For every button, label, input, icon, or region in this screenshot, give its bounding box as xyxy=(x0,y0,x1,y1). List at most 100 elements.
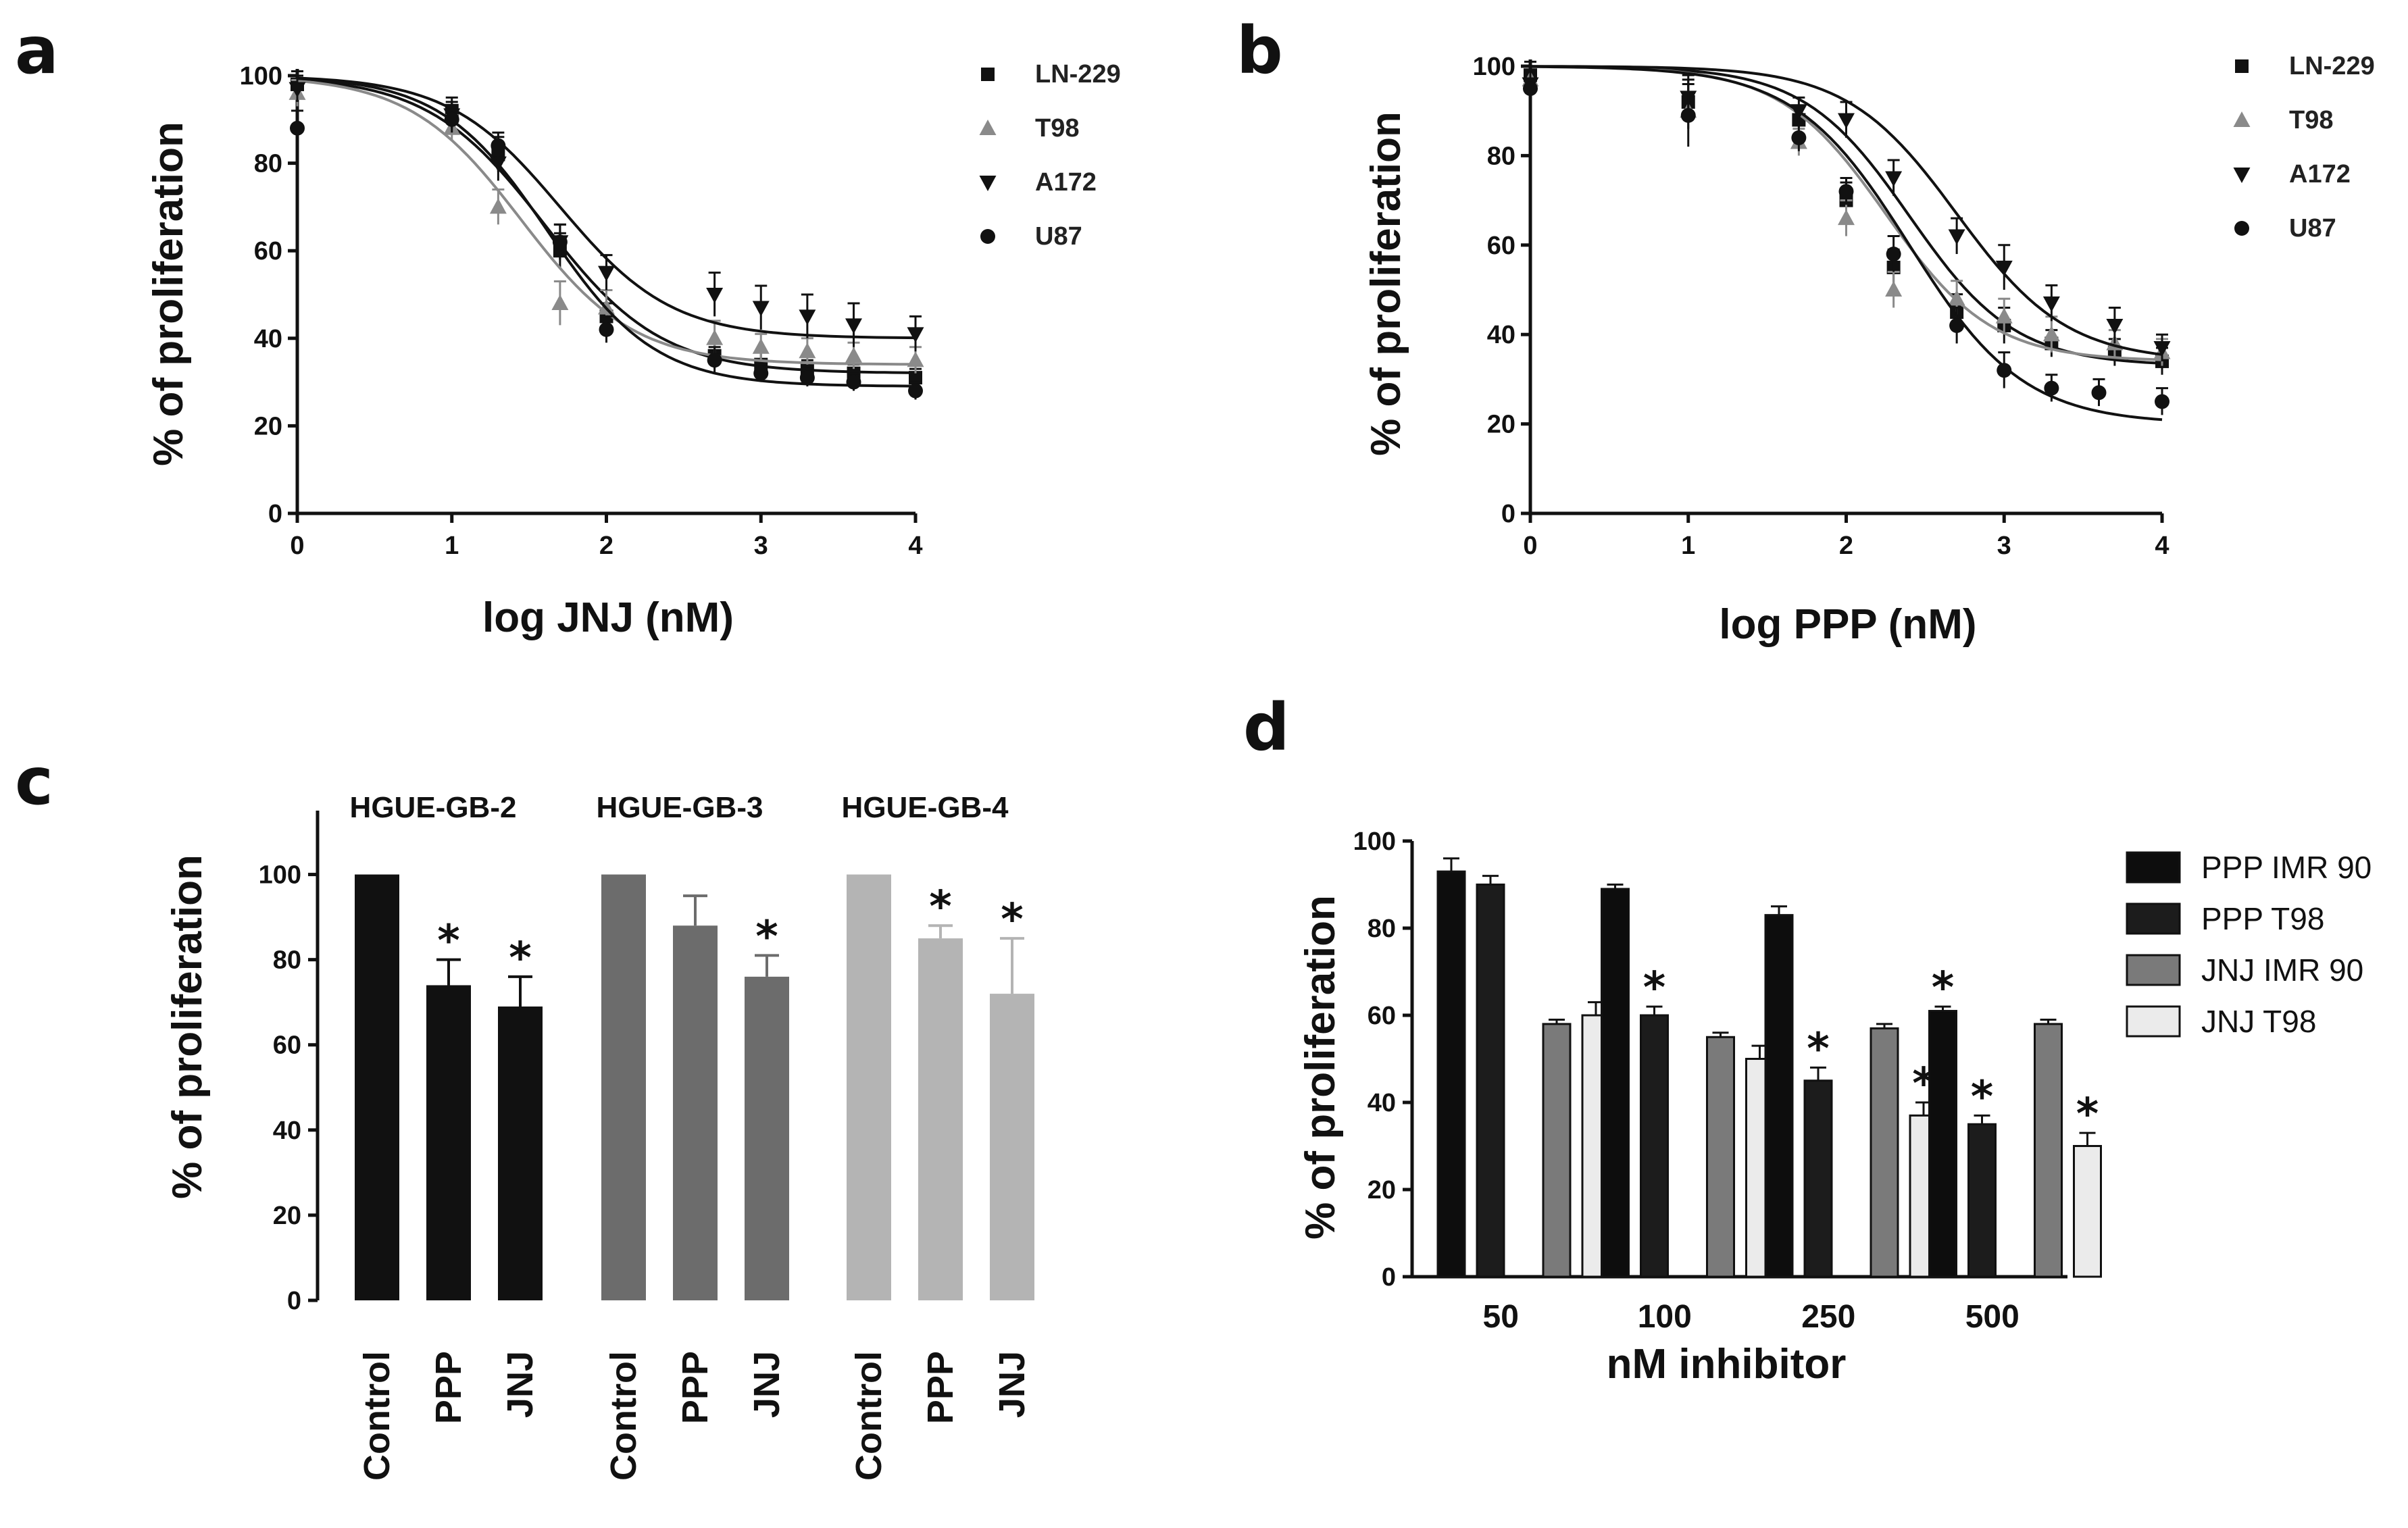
panel-b-x-tick-label: 4 xyxy=(2155,532,2169,560)
panel-a-y-tick-label: 20 xyxy=(254,412,282,440)
panel-b-legend-label-T98: T98 xyxy=(2289,106,2333,134)
panel-b-plot-area: 0 20 40 60 80 100 0 1 2 3 4 LN-229 T98 A172 U87 xyxy=(1473,52,2375,560)
panel-d-bar-PPP T98-100 xyxy=(1640,1014,1669,1278)
panel-c-y-tick-label: 80 xyxy=(273,946,301,975)
panel-a-data-point-U87 xyxy=(290,120,305,136)
panel-c-bar-HGUE-GB-3-PPP xyxy=(673,925,718,1300)
panel-c-significance-star: * xyxy=(509,934,531,984)
panel-c-group-title-0: HGUE-GB-2 xyxy=(350,791,517,824)
panel-a-data-point-A172 xyxy=(706,288,724,303)
panel-a-data-point-U87 xyxy=(552,234,568,250)
panel-a-data-point-T98 xyxy=(752,338,770,354)
panel-c-category-label-PPP: PPP xyxy=(428,1351,469,1424)
panel-c-significance-star: * xyxy=(929,882,951,932)
panel-c-bar-HGUE-GB-2-PPP xyxy=(426,985,471,1300)
panel-c-y-axis-title: % of proliferation xyxy=(164,855,211,1199)
panel-a-x-tick-label: 3 xyxy=(754,532,768,560)
panel-a-legend-label-U87: U87 xyxy=(1035,222,1082,251)
panel-c-bar-HGUE-GB-2-JNJ xyxy=(498,1007,543,1300)
panel-d-bar-JNJ T98-500 xyxy=(2073,1145,2102,1278)
panel-b-legend-marker-T98 xyxy=(2233,111,2251,127)
panel-a-plot-area: 0 20 40 60 80 100 0 1 2 3 4 LN-229 T98 A172 U87 xyxy=(240,60,1121,560)
panel-b-data-point-T98 xyxy=(1838,209,1855,226)
panel-b-data-point-T98 xyxy=(1948,290,1965,306)
panel-b-data-point-U87 xyxy=(1838,184,1854,199)
panel-d-bar-JNJ IMR 90-250 xyxy=(1870,1027,1899,1278)
panel-letter-d: d xyxy=(1243,690,1290,765)
panel-a-y-tick-label: 40 xyxy=(254,325,282,353)
panel-b-data-point-U87 xyxy=(1886,247,1901,262)
panel-d-y-tick-label: 0 xyxy=(1382,1263,1396,1292)
panel-d-legend-swatch-PPP T98 xyxy=(2126,902,2181,935)
panel-a-data-point-A172 xyxy=(598,265,615,282)
panel-b-legend-label-A172: A172 xyxy=(2289,160,2351,188)
panel-c-plot-area: 0 20 40 60 80 100 HGUE-GB-2 Control * PPP * JNJ HGUE… xyxy=(259,791,1034,1481)
panel-d-bar-JNJ IMR 90-50 xyxy=(1542,1023,1572,1278)
panel-c-y-tick-label: 100 xyxy=(259,861,301,890)
panel-d-legend-label-JNJ T98: JNJ T98 xyxy=(2201,1004,2316,1039)
panel-b-x-axis-title: log PPP (nM) xyxy=(1719,601,1976,648)
panel-b-data-point-U87 xyxy=(2155,394,2169,409)
panel-d-significance-star: * xyxy=(1932,963,1954,1013)
panel-letter-a: a xyxy=(15,13,59,88)
panel-d-y-axis-title: % of proliferation xyxy=(1297,895,1344,1240)
panel-a-legend-marker-U87 xyxy=(980,229,995,244)
panel-d-legend-swatch-JNJ T98 xyxy=(2126,1005,2181,1038)
panel-b-data-point-A172 xyxy=(1838,113,1855,129)
panel-d-legend-swatch-PPP IMR 90 xyxy=(2126,851,2181,884)
panel-c-category-label-Control: Control xyxy=(603,1351,644,1481)
panel-d-legend-label-JNJ IMR 90: JNJ IMR 90 xyxy=(2201,952,2363,988)
panel-c-bar-HGUE-GB-3-Control xyxy=(601,874,646,1300)
panel-b-y-tick-label: 40 xyxy=(1487,321,1515,349)
panel-a-data-point-A172 xyxy=(907,327,924,343)
panel-a-y-tick-label: 100 xyxy=(240,62,282,91)
panel-d-bar-PPP IMR 90-250 xyxy=(1764,914,1794,1278)
panel-c-category-label-JNJ: JNJ xyxy=(992,1351,1032,1418)
panel-d-y-tick-label: 40 xyxy=(1368,1089,1396,1117)
panel-c-significance-star: * xyxy=(437,917,459,967)
panel-c-category-label-Control: Control xyxy=(357,1351,397,1481)
panel-b-data-point-U87 xyxy=(1949,317,1965,333)
panel-letter-c: c xyxy=(15,744,53,819)
panel-b-data-point-A172 xyxy=(1995,260,2013,276)
panel-a-legend-marker-T98 xyxy=(979,120,997,135)
panel-a-dose-response-jnj: 0 20 40 60 80 100 0 1 2 3 4 LN-229 T98 A172 U87 log JN… xyxy=(145,60,1121,641)
panel-b-data-point-T98 xyxy=(2042,326,2060,342)
panel-b-data-point-U87 xyxy=(1791,130,1807,145)
panel-b-legend-label-U87: U87 xyxy=(2289,214,2336,243)
panel-a-data-point-U87 xyxy=(908,383,923,399)
panel-a-x-tick-label: 0 xyxy=(290,532,304,560)
panel-a-y-tick-label: 0 xyxy=(268,500,282,528)
panel-c-category-label-JNJ: JNJ xyxy=(747,1351,787,1418)
panel-b-x-tick-label: 1 xyxy=(1681,532,1695,560)
panel-c-bar-HGUE-GB-4-JNJ xyxy=(990,994,1034,1300)
panel-c-y-tick-label: 0 xyxy=(287,1287,301,1315)
panel-c-y-tick-label: 20 xyxy=(273,1202,301,1230)
panel-c-bar-HGUE-GB-4-Control xyxy=(847,874,891,1300)
panel-b-data-point-T98 xyxy=(1885,281,1903,297)
panel-c-y-tick-label: 40 xyxy=(273,1117,301,1145)
panel-a-data-point-U87 xyxy=(444,111,459,127)
panel-a-fit-curve-U87 xyxy=(297,77,916,388)
panel-c-bar-HGUE-GB-3-JNJ xyxy=(745,976,789,1300)
panel-a-legend-label-LN-229: LN-229 xyxy=(1035,60,1121,88)
panel-b-y-tick-label: 20 xyxy=(1487,411,1515,439)
panel-a-data-point-T98 xyxy=(706,329,724,345)
panel-letter-b: b xyxy=(1236,13,1283,88)
panel-b-y-axis-title: % of proliferation xyxy=(1363,111,1409,456)
panel-d-category-label-500: 500 xyxy=(1965,1299,2020,1335)
panel-d-category-label-250: 250 xyxy=(1801,1299,1855,1335)
panel-b-x-tick-label: 3 xyxy=(1997,532,2011,560)
panel-b-legend-label-LN-229: LN-229 xyxy=(2289,52,2375,80)
panel-b-y-tick-label: 80 xyxy=(1487,142,1515,170)
panel-a-data-point-U87 xyxy=(491,138,506,153)
panel-b-fit-curve-A172 xyxy=(1530,65,2163,356)
panel-c-significance-star: * xyxy=(755,912,778,962)
panel-a-legend-label-A172: A172 xyxy=(1035,168,1097,197)
panel-a-y-tick-label: 80 xyxy=(254,150,282,178)
panel-d-bar-PPP IMR 90-500 xyxy=(1928,1010,1957,1278)
panel-a-x-axis-title: log JNJ (nM) xyxy=(482,594,734,641)
panel-a-data-point-T98 xyxy=(551,294,569,310)
panel-b-data-point-A172 xyxy=(2042,296,2060,312)
